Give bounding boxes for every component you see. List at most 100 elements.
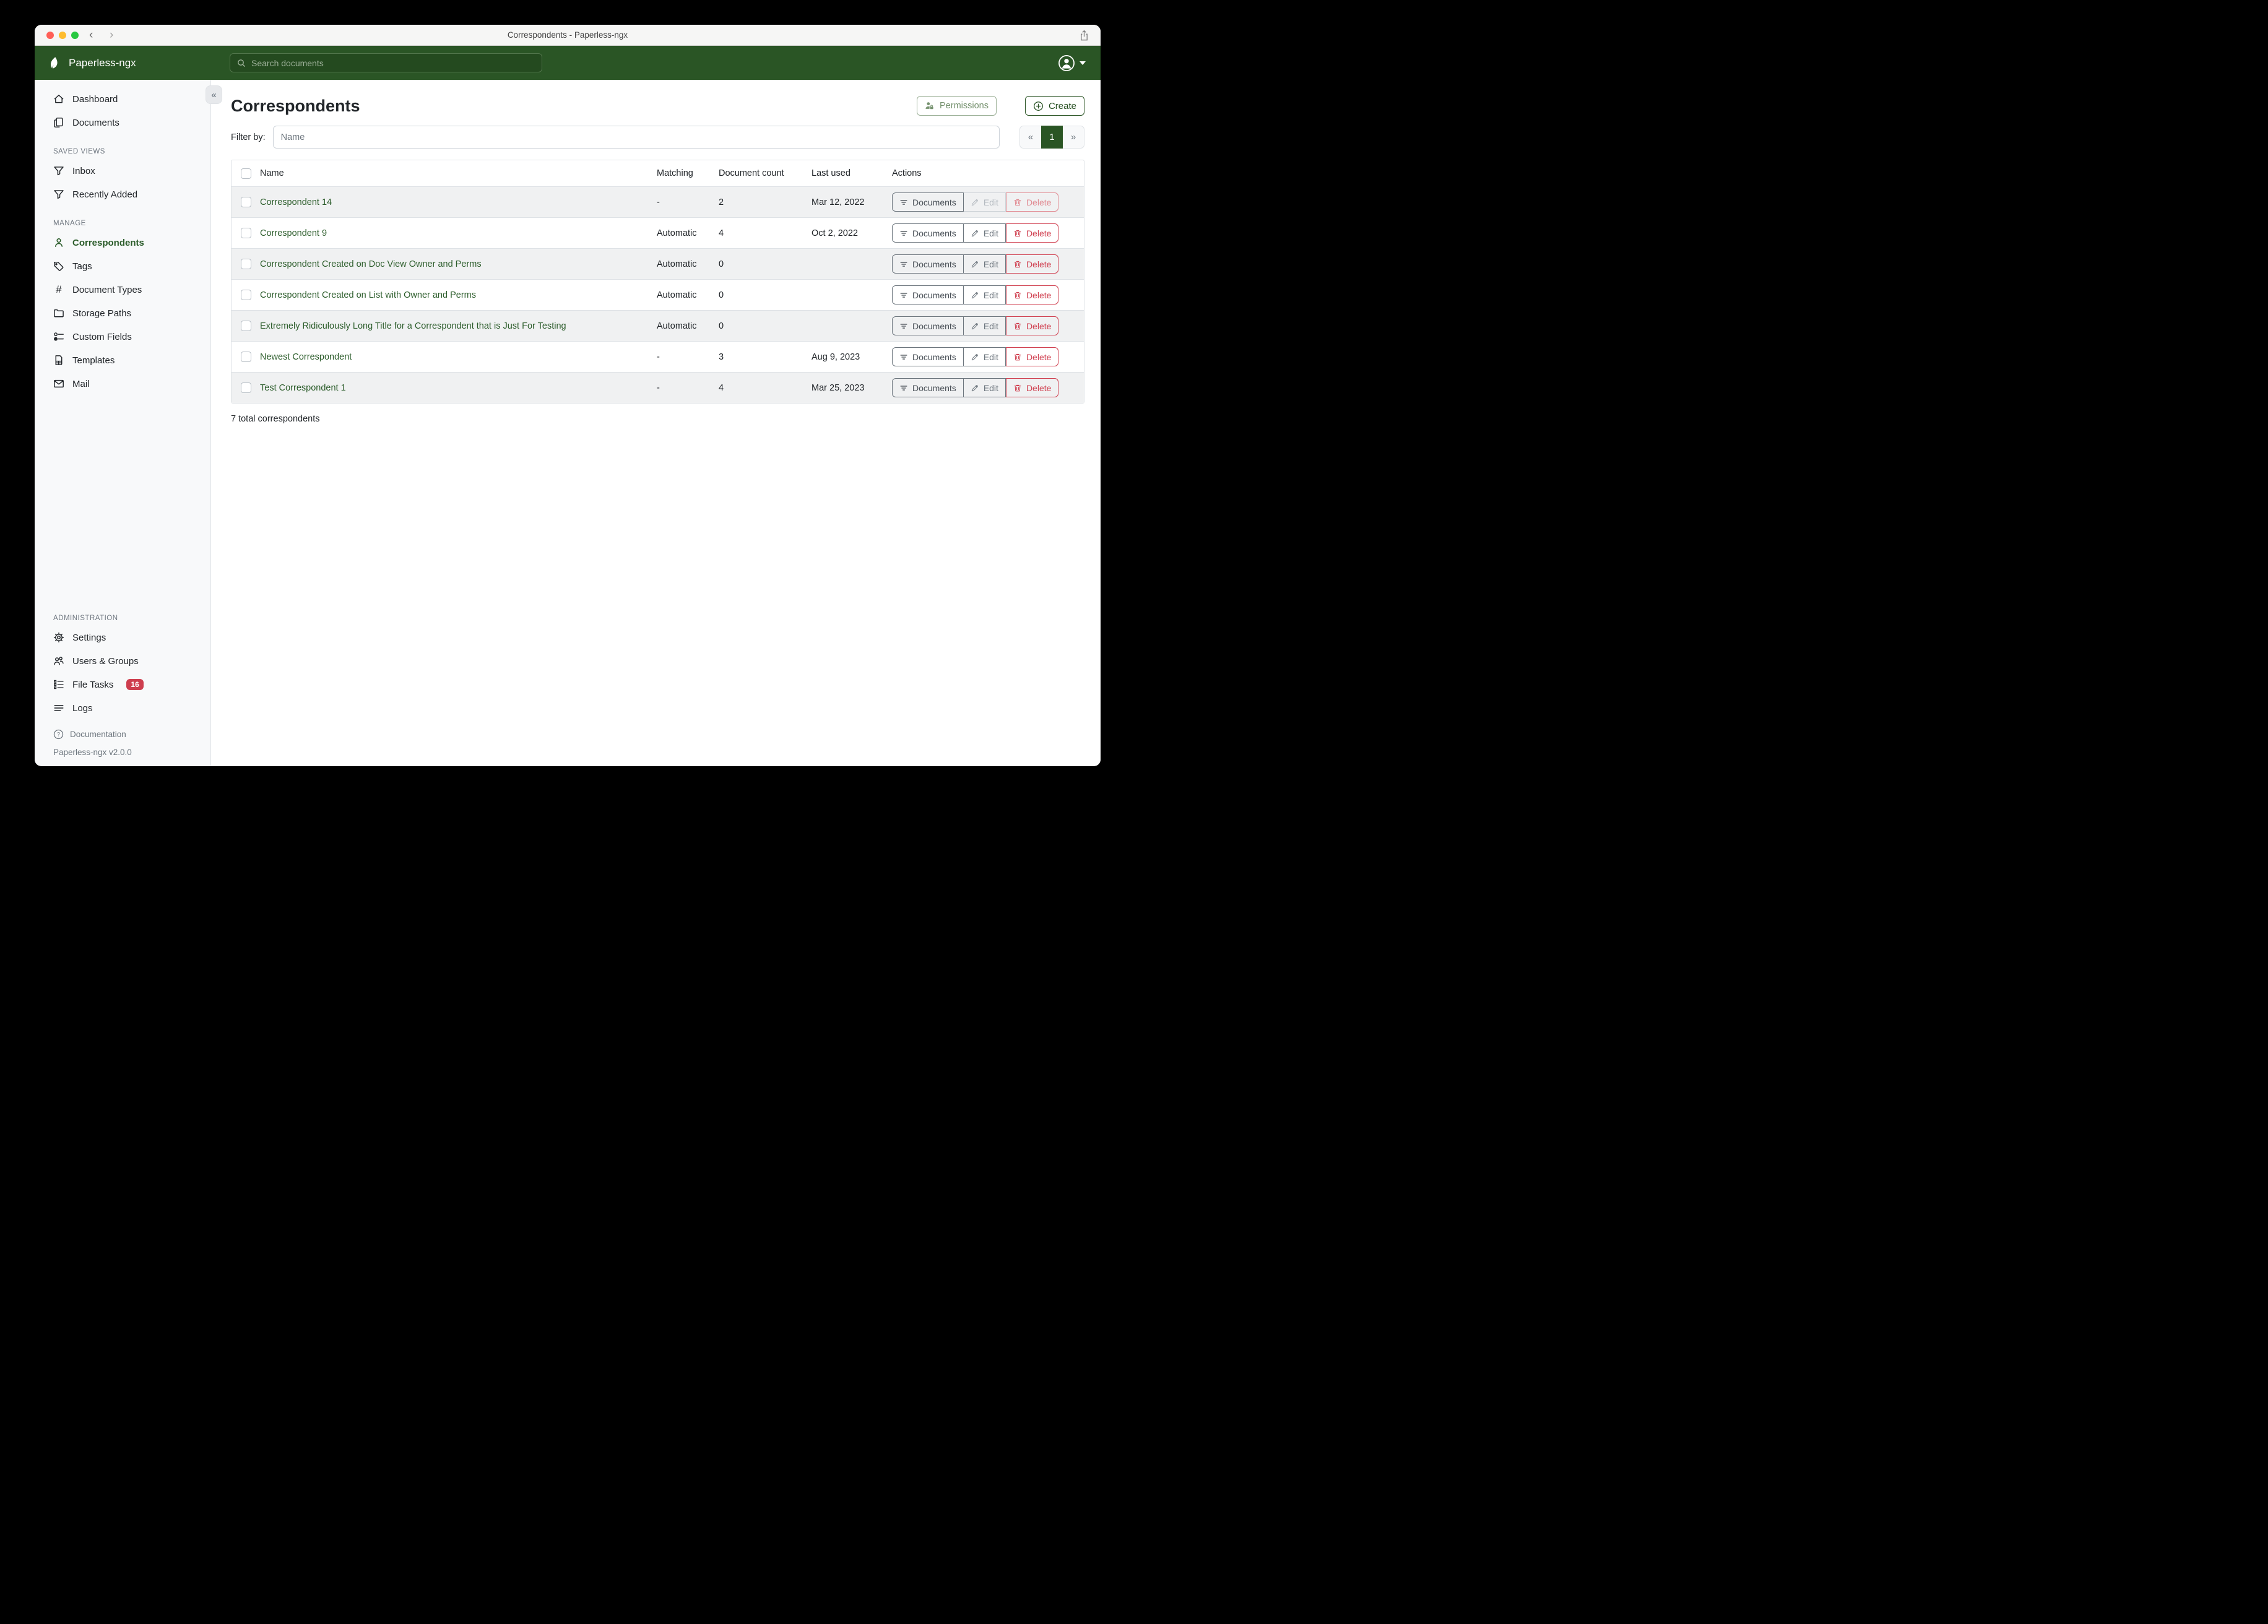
sidebar-item-inbox[interactable]: Inbox (35, 159, 210, 183)
delete-button[interactable]: Delete (1005, 192, 1059, 212)
close-window-button[interactable] (46, 31, 54, 39)
filter-name-input[interactable] (272, 126, 1000, 149)
column-header-document-count[interactable]: Document count (719, 168, 784, 178)
row-checkbox[interactable] (240, 228, 251, 238)
correspondents-table: Name Matching Document count Last used A… (231, 160, 1084, 404)
sidebar-item-file-tasks[interactable]: File Tasks 16 (35, 673, 210, 696)
sidebar-item-templates[interactable]: Templates (35, 348, 210, 372)
last-used-value: Oct 2, 2022 (812, 228, 858, 238)
sidebar-item-custom-fields[interactable]: Custom Fields (35, 325, 210, 348)
pencil-icon (971, 260, 979, 269)
search-box[interactable] (230, 53, 542, 72)
delete-button[interactable]: Delete (1005, 254, 1059, 274)
row-checkbox[interactable] (240, 382, 251, 393)
search-input[interactable] (251, 58, 535, 68)
edit-button-label: Edit (983, 259, 998, 269)
list-task-icon (53, 679, 64, 690)
edit-button[interactable]: Edit (963, 285, 1006, 304)
correspondent-name-link[interactable]: Correspondent 9 (260, 228, 327, 238)
row-checkbox[interactable] (240, 259, 251, 269)
pagination: « 1 » (1019, 126, 1084, 149)
edit-button[interactable]: Edit (963, 254, 1006, 274)
pagination-next-button[interactable]: » (1063, 126, 1084, 149)
table-row: Newest Correspondent - 3 Aug 9, 2023 Doc… (232, 341, 1084, 372)
file-tasks-count-badge: 16 (126, 679, 144, 690)
edit-button[interactable]: Edit (963, 316, 1006, 335)
permissions-button-label: Permissions (940, 101, 989, 111)
filter-lines-icon (899, 384, 908, 392)
correspondent-name-link[interactable]: Correspondent Created on List with Owner… (260, 290, 476, 300)
matching-value: - (657, 382, 660, 393)
pagination-page-1-button[interactable]: 1 (1041, 126, 1063, 149)
column-header-name[interactable]: Name (260, 168, 284, 178)
edit-button[interactable]: Edit (963, 378, 1006, 397)
delete-button[interactable]: Delete (1005, 223, 1059, 243)
funnel-icon (53, 189, 64, 200)
sidebar-item-label: Document Types (72, 284, 142, 295)
browser-back-button[interactable]: ‹ (89, 28, 93, 41)
sidebar: Dashboard Documents SAVED VIEWS (35, 80, 211, 766)
column-header-last-used[interactable]: Last used (812, 168, 850, 178)
sidebar-item-settings[interactable]: Settings (35, 626, 210, 649)
documents-button[interactable]: Documents (892, 285, 964, 304)
user-avatar-icon (1058, 54, 1075, 72)
documents-button[interactable]: Documents (892, 254, 964, 274)
browser-forward-button[interactable]: › (110, 28, 114, 41)
gear-icon (53, 632, 64, 643)
correspondent-name-link[interactable]: Correspondent 14 (260, 197, 332, 207)
edit-button-label: Edit (983, 290, 998, 300)
share-icon[interactable] (1079, 30, 1089, 41)
pagination-prev-button[interactable]: « (1019, 126, 1041, 149)
permissions-button[interactable]: Permissions (917, 96, 997, 116)
documents-button[interactable]: Documents (892, 316, 964, 335)
documents-button[interactable]: Documents (892, 378, 964, 397)
create-button[interactable]: Create (1024, 96, 1084, 116)
sidebar-item-label: Storage Paths (72, 308, 132, 319)
edit-button[interactable]: Edit (963, 192, 1006, 212)
filter-lines-icon (899, 260, 908, 269)
correspondent-name-link[interactable]: Newest Correspondent (260, 352, 352, 362)
delete-button[interactable]: Delete (1005, 316, 1059, 335)
edit-button[interactable]: Edit (963, 223, 1006, 243)
documents-button[interactable]: Documents (892, 223, 964, 243)
row-checkbox[interactable] (240, 197, 251, 207)
zoom-window-button[interactable] (71, 31, 79, 39)
row-checkbox[interactable] (240, 321, 251, 331)
matching-value: Automatic (657, 290, 697, 300)
minimize-window-button[interactable] (59, 31, 66, 39)
sidebar-item-users-groups[interactable]: Users & Groups (35, 649, 210, 673)
sidebar-item-recently-added[interactable]: Recently Added (35, 183, 210, 206)
documents-button[interactable]: Documents (892, 347, 964, 366)
brand[interactable]: Paperless-ngx (35, 56, 211, 71)
correspondent-name-link[interactable]: Correspondent Created on Doc View Owner … (260, 259, 482, 269)
delete-button[interactable]: Delete (1005, 378, 1059, 397)
filter-by-label: Filter by: (231, 132, 266, 142)
delete-button[interactable]: Delete (1005, 347, 1059, 366)
sidebar-item-label: Dashboard (72, 93, 118, 105)
documents-button-label: Documents (912, 259, 956, 269)
trash-icon (1013, 229, 1022, 238)
row-checkbox[interactable] (240, 352, 251, 362)
documents-button[interactable]: Documents (892, 192, 964, 212)
sidebar-item-documents[interactable]: Documents (35, 111, 210, 134)
correspondent-name-link[interactable]: Test Correspondent 1 (260, 382, 346, 393)
sidebar-item-storage-paths[interactable]: Storage Paths (35, 301, 210, 325)
column-header-matching[interactable]: Matching (657, 168, 693, 178)
row-checkbox[interactable] (240, 290, 251, 300)
correspondent-name-link[interactable]: Extremely Ridiculously Long Title for a … (260, 321, 566, 331)
edit-button[interactable]: Edit (963, 347, 1006, 366)
sidebar-item-logs[interactable]: Logs (35, 696, 210, 720)
user-menu[interactable] (1058, 54, 1086, 72)
delete-button[interactable]: Delete (1005, 285, 1059, 304)
sidebar-item-documentation[interactable]: ? Documentation (35, 723, 210, 745)
sidebar-item-document-types[interactable]: # Document Types (35, 278, 210, 301)
matching-value: - (657, 352, 660, 362)
sidebar-item-label: Logs (72, 702, 93, 714)
sidebar-item-correspondents[interactable]: Correspondents (35, 231, 210, 254)
main-content: Correspondents Permissions (211, 80, 1101, 766)
sidebar-item-tags[interactable]: Tags (35, 254, 210, 278)
sidebar-item-mail[interactable]: Mail (35, 372, 210, 395)
sidebar-collapse-button[interactable]: « (206, 85, 222, 104)
sidebar-item-dashboard[interactable]: Dashboard (35, 87, 210, 111)
select-all-checkbox[interactable] (240, 168, 251, 179)
